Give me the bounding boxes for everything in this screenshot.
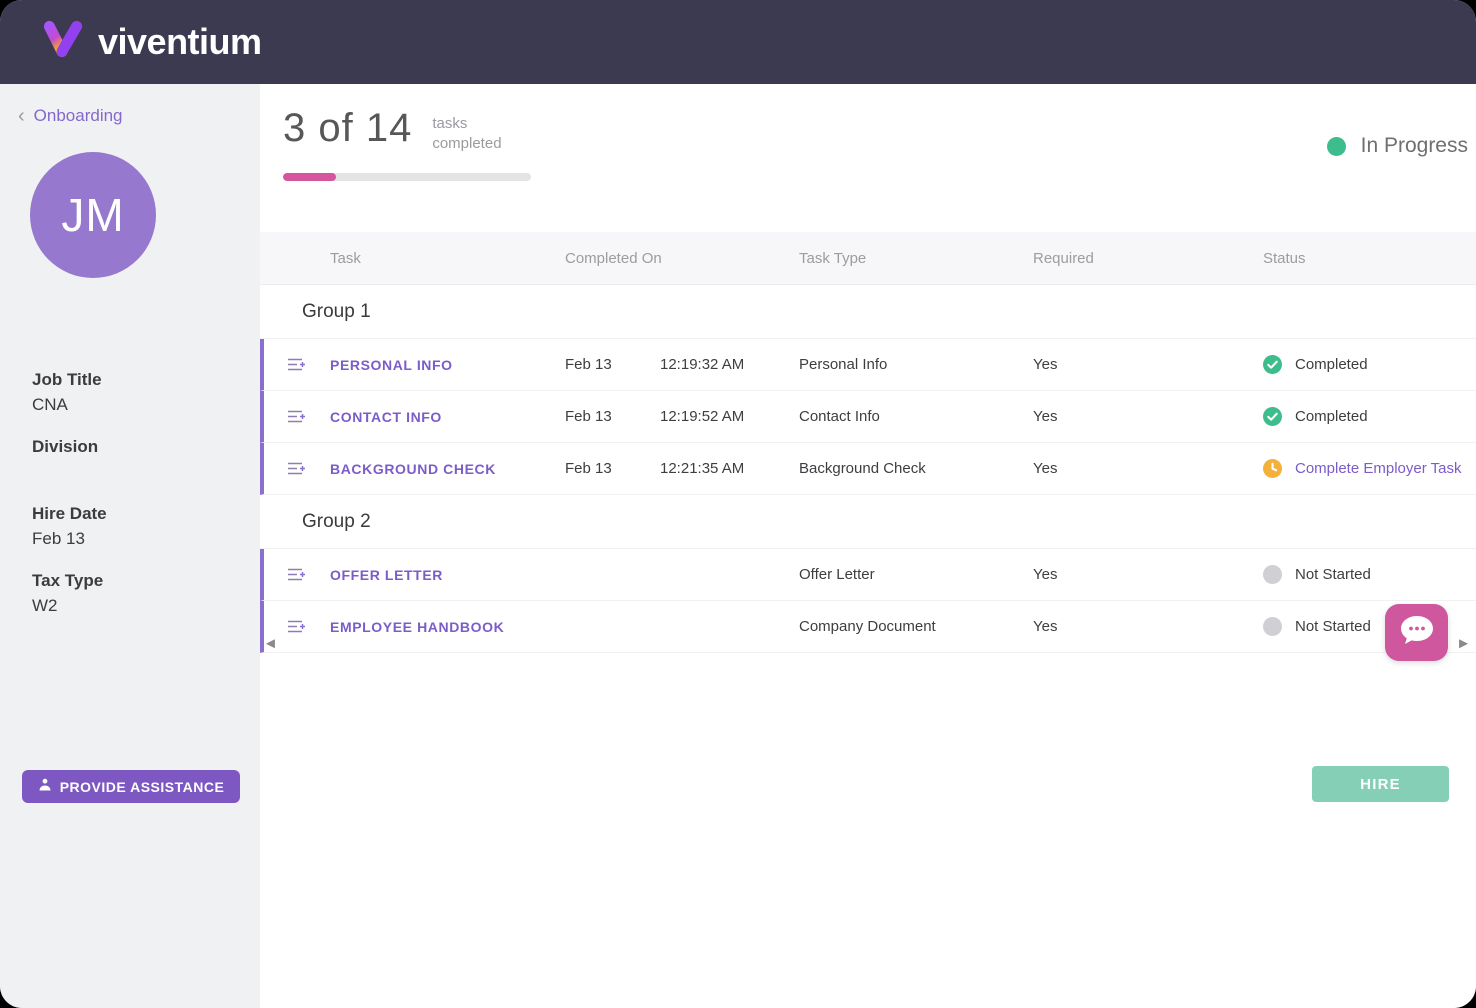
chat-bubble-icon <box>1399 614 1435 651</box>
hire-button[interactable]: HIRE <box>1312 766 1449 802</box>
status-label: Not Started <box>1295 618 1371 635</box>
back-to-onboarding-link[interactable]: ‹ Onboarding <box>18 106 260 126</box>
status-label: Not Started <box>1295 566 1371 583</box>
task-name-link[interactable]: CONTACT INFO <box>330 408 442 425</box>
status-employer-clock-icon <box>1263 459 1282 478</box>
column-header-required: Required <box>1033 249 1094 267</box>
group-header: Group 1 <box>260 285 1476 339</box>
field-value-tax-type: W2 <box>32 596 58 615</box>
field-value-division <box>32 462 260 488</box>
required-value: Yes <box>1033 618 1058 635</box>
avatar: JM <box>30 152 156 278</box>
brand-name: viventium <box>98 21 262 62</box>
status-completed-check-icon <box>1263 355 1282 374</box>
completed-date: Feb 13 <box>565 356 612 373</box>
viventium-v-icon <box>40 19 86 66</box>
table-row[interactable]: BACKGROUND CHECK Feb 13 12:21:35 AM Backgro… <box>260 443 1476 495</box>
column-header-task: Task <box>330 249 361 267</box>
status-cell: Completed <box>1263 355 1476 374</box>
assist-person-icon <box>38 778 52 795</box>
group-header: Group 2 <box>260 495 1476 549</box>
brand-logo: viventium <box>40 19 262 66</box>
chevron-left-icon: ‹ <box>18 105 25 127</box>
task-form-icon <box>264 356 330 373</box>
top-navigation-bar: viventium <box>0 0 1476 84</box>
onboarding-status-label: In Progress <box>1360 134 1468 157</box>
tasks-progress-count: 3 of 14 <box>283 106 413 150</box>
task-name-link[interactable]: BACKGROUND CHECK <box>330 460 496 477</box>
status-label[interactable]: Complete Employer Task <box>1295 460 1462 477</box>
task-type: Contact Info <box>799 408 880 425</box>
onboarding-status-badge: In Progress <box>1326 134 1468 158</box>
tasks-progress-caption: tasks completed <box>432 115 502 152</box>
task-name-link[interactable]: EMPLOYEE HANDBOOK <box>330 618 505 635</box>
tasks-table: Task Completed On Task Type Required Sta… <box>260 232 1476 653</box>
field-value-job-title: CNA <box>32 395 68 414</box>
completed-time: 12:19:52 AM <box>660 408 745 425</box>
assist-button-label: PROVIDE ASSISTANCE <box>59 778 225 795</box>
task-type: Company Document <box>799 618 936 635</box>
scroll-left-icon[interactable]: ◄ <box>263 635 278 652</box>
required-value: Yes <box>1033 408 1058 425</box>
task-name-link[interactable]: OFFER LETTER <box>330 566 443 583</box>
field-label-job-title: Job Title <box>32 370 102 389</box>
required-value: Yes <box>1033 566 1058 583</box>
status-label: Completed <box>1295 408 1368 425</box>
back-label: Onboarding <box>33 106 123 125</box>
status-cell: Complete Employer Task <box>1263 459 1476 478</box>
completed-time: 12:19:32 AM <box>660 356 745 373</box>
field-label-division: Division <box>32 437 99 456</box>
employee-fields: Job Title CNA Division Hire Date Feb 13 Tax T… <box>32 370 260 622</box>
provide-assistance-button[interactable]: PROVIDE ASSISTANCE <box>22 770 240 803</box>
chat-widget-button[interactable] <box>1385 604 1448 661</box>
table-row[interactable]: EMPLOYEE HANDBOOK Company Document Yes Not … <box>260 601 1476 653</box>
task-form-icon <box>264 566 330 583</box>
field-label-hire-date: Hire Date <box>32 504 107 523</box>
table-groups: Group 1 PERSONAL INFO Feb 13 12:19:32 AM Per… <box>260 285 1476 653</box>
tasks-table-header: Task Completed On Task Type Required Sta… <box>260 232 1476 285</box>
task-type: Personal Info <box>799 356 888 373</box>
field-value-hire-date: Feb 13 <box>32 529 85 548</box>
column-header-status: Status <box>1263 249 1306 267</box>
group-label: Group 2 <box>302 510 371 532</box>
task-form-icon <box>264 618 330 635</box>
status-cell: Not Started <box>1263 565 1476 584</box>
status-not-started-dot-icon <box>1263 565 1282 584</box>
tasks-progress-fill <box>283 173 337 181</box>
tasks-progress-summary: 3 of 14 tasks completed <box>283 106 502 153</box>
task-type: Background Check <box>799 460 926 477</box>
task-type: Offer Letter <box>799 566 875 583</box>
column-header-completed-on: Completed On <box>565 249 662 267</box>
column-header-task-type: Task Type <box>799 249 867 267</box>
status-completed-check-icon <box>1263 407 1282 426</box>
field-label-tax-type: Tax Type <box>32 571 104 590</box>
completed-time: 12:21:35 AM <box>660 460 745 477</box>
task-name-link[interactable]: PERSONAL INFO <box>330 356 453 373</box>
status-not-started-dot-icon <box>1263 617 1282 636</box>
onboarding-main: 3 of 14 tasks completed In Progress Task… <box>260 84 1476 1008</box>
status-cell: Not Started <box>1263 617 1476 636</box>
group-label: Group 1 <box>302 300 371 322</box>
completed-date: Feb 13 <box>565 460 612 477</box>
in-progress-dot-icon <box>1326 136 1346 156</box>
task-form-icon <box>264 408 330 425</box>
required-value: Yes <box>1033 460 1058 477</box>
table-row[interactable]: CONTACT INFO Feb 13 12:19:52 AM Contact Inf… <box>260 391 1476 443</box>
status-label: Completed <box>1295 356 1368 373</box>
status-cell: Completed <box>1263 407 1476 426</box>
completed-date: Feb 13 <box>565 408 612 425</box>
table-row[interactable]: OFFER LETTER Offer Letter Yes Not Started <box>260 549 1476 601</box>
task-form-icon <box>264 460 330 477</box>
required-value: Yes <box>1033 356 1058 373</box>
table-row[interactable]: PERSONAL INFO Feb 13 12:19:32 AM Personal I… <box>260 339 1476 391</box>
scroll-right-icon[interactable]: ► <box>1456 635 1471 652</box>
tasks-progress-bar <box>283 173 531 181</box>
employee-sidebar: ‹ Onboarding JM Job Title CNA Division Hire… <box>0 84 260 1008</box>
